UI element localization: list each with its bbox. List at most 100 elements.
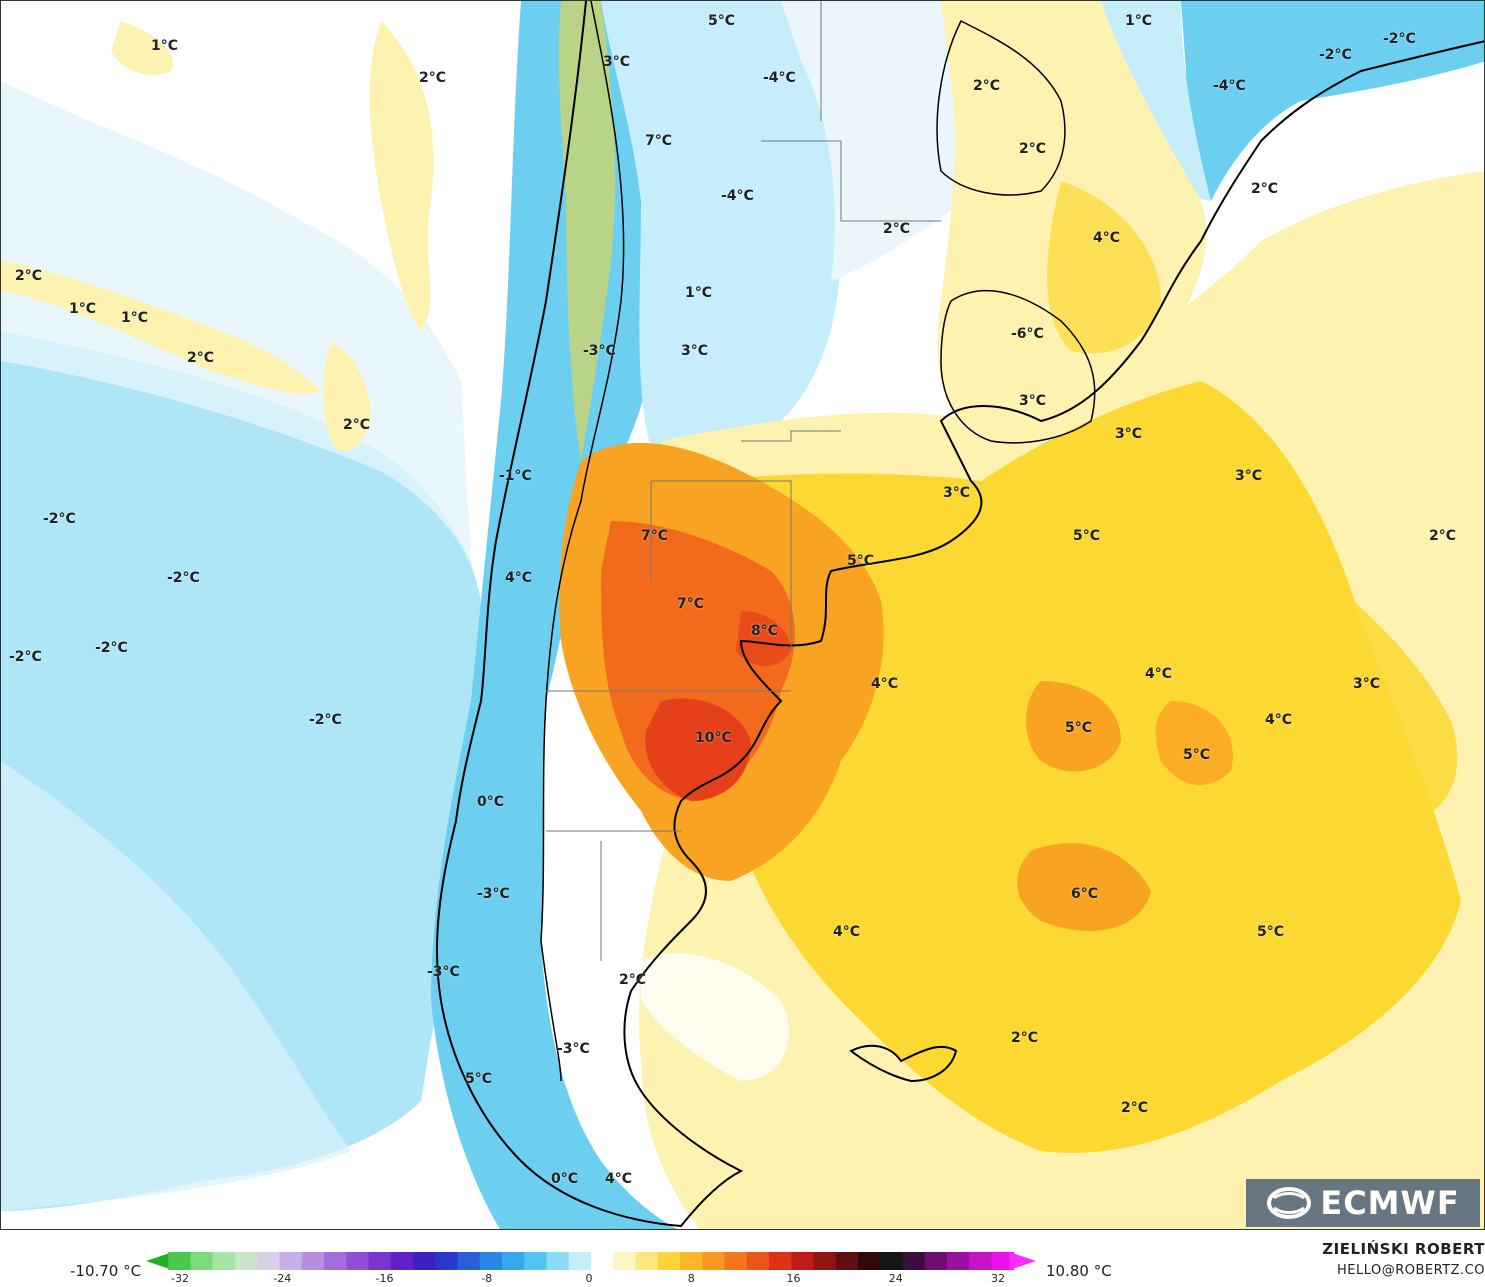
pacific-cool-anomaly <box>1 331 481 601</box>
colorbar-swatch <box>568 1252 592 1270</box>
isotherm-label: 1°C <box>151 38 179 54</box>
colorbar-swatch <box>969 1252 992 1270</box>
colorbar-swatch <box>279 1252 303 1270</box>
colorbar-swatch <box>235 1252 258 1270</box>
author-name: ZIELIŃSKI ROBERT <box>1322 1240 1485 1258</box>
brazil-light-cold <box>1101 1 1211 201</box>
isotherm-label: -4°C <box>763 70 796 86</box>
west-warm-band <box>1 261 321 395</box>
colorbar-swatch <box>791 1252 814 1270</box>
isotherm-label: 2°C <box>419 70 447 86</box>
isotherm-label: 1°C <box>1125 13 1153 29</box>
isotherm-label: 5°C <box>465 1071 493 1087</box>
argentina-red-core-2 <box>736 611 791 666</box>
isotherm-label: -3°C <box>427 964 460 980</box>
colorbar-tick-label: 16 <box>786 1272 801 1285</box>
colorbar-tick-label: 24 <box>888 1272 903 1285</box>
isotherm-label: -2°C <box>9 649 42 665</box>
isotherm-label: 2°C <box>187 350 215 366</box>
colorbar-swatch <box>635 1252 659 1270</box>
colorbar-min-arrow <box>146 1252 173 1270</box>
colorbar-tick-label: -24 <box>273 1272 292 1285</box>
isotherm-label: 3°C <box>1235 468 1263 484</box>
colorbar-swatch <box>502 1252 525 1270</box>
isotherm-label: -1°C <box>499 468 532 484</box>
isotherm-label: 2°C <box>343 417 371 433</box>
andes-light-stripe <box>601 1 841 471</box>
isotherm-label: 4°C <box>505 570 533 586</box>
colorbar-swatch <box>858 1252 881 1270</box>
isotherm-label: 7°C <box>645 133 673 149</box>
colorbar-swatch <box>257 1252 280 1270</box>
colorbar-tick-label: -8 <box>481 1272 493 1285</box>
colorbar-swatch <box>368 1252 392 1270</box>
isotherm-label: 3°C <box>1353 676 1381 692</box>
colorbar-swatch <box>991 1252 1015 1270</box>
isotherm-label: 4°C <box>871 676 899 692</box>
isotherm-label: 2°C <box>1011 1030 1039 1046</box>
mid-warm-patch <box>323 341 371 452</box>
falkland-islands <box>849 1044 958 1083</box>
colorbar-swatch <box>301 1252 325 1270</box>
isotherm-label: 2°C <box>883 221 911 237</box>
ecmwf-emblem-icon <box>1267 1187 1312 1219</box>
colorbar-swatch <box>902 1252 926 1270</box>
isotherm-label: 4°C <box>1093 230 1121 246</box>
colorbar-swatch <box>702 1252 725 1270</box>
colorbar-swatch <box>457 1252 481 1270</box>
colorbar-tick-label: 0 <box>585 1272 593 1285</box>
isotherm-label: -3°C <box>583 343 616 359</box>
isotherm-label: -2°C <box>309 712 342 728</box>
isotherm-label: 3°C <box>681 343 709 359</box>
isotherm-label: -3°C <box>477 886 510 902</box>
isotherm-label: -2°C <box>43 511 76 527</box>
isotherm-label: 4°C <box>605 1171 633 1187</box>
atlantic-orange-core <box>1026 681 1121 772</box>
colorbar-swatch <box>813 1252 837 1270</box>
isotherm-label: -2°C <box>95 640 128 656</box>
isotherm-label: 4°C <box>1265 712 1293 728</box>
isotherm-label: -6°C <box>1011 326 1044 342</box>
colorbar-tick-label: 8 <box>687 1272 695 1285</box>
isotherm-label: 3°C <box>1019 393 1047 409</box>
isotherm-label: 1°C <box>685 285 713 301</box>
isotherm-label: -4°C <box>1213 78 1246 94</box>
isotherm-label: 2°C <box>973 78 1001 94</box>
province-borders <box>546 1 941 961</box>
atlantic-yellow-east <box>1301 561 1458 821</box>
colorbar-swatch <box>680 1252 703 1270</box>
isotherm-label: -4°C <box>721 188 754 204</box>
north-warm-patch <box>369 21 434 331</box>
isotherm-label: 5°C <box>708 13 736 29</box>
scale-max-label: 10.80 °C <box>1046 1262 1112 1280</box>
temperature-anomaly-map <box>1 1 1484 1229</box>
north-pacific-light <box>1 81 471 561</box>
isotherm-label: 6°C <box>1071 886 1099 902</box>
scale-min-label: -10.70 °C <box>70 1262 142 1280</box>
colorbar-tick-label: 32 <box>991 1272 1005 1285</box>
isotherm-label: 10°C <box>695 730 732 746</box>
colorbar-swatch <box>746 1252 770 1270</box>
colorbar-swatch <box>435 1252 458 1270</box>
isotherm-label: 2°C <box>1429 528 1457 544</box>
paraguay-border <box>936 19 1066 196</box>
isotherm-label: 4°C <box>1145 666 1173 682</box>
colorbar-swatch <box>413 1252 436 1270</box>
andes-border <box>540 1 625 1082</box>
colorbar-max-arrow <box>1009 1252 1036 1270</box>
isotherm-label: 5°C <box>847 553 875 569</box>
colorbar-swatch <box>880 1252 903 1270</box>
isotherm-label: 7°C <box>641 528 669 544</box>
south-america-coastline <box>435 1 1484 1228</box>
isotherm-label: 5°C <box>1065 720 1093 736</box>
north-warm-patch-2 <box>111 21 173 75</box>
isotherm-label: 3°C <box>943 485 971 501</box>
author-email: HELLO@ROBERTZ.CO <box>1336 1263 1485 1278</box>
atlantic-orange-se <box>1155 701 1233 785</box>
colorbar-swatch <box>769 1252 792 1270</box>
isotherm-label: 2°C <box>1121 1100 1149 1116</box>
argentina-red-core <box>645 698 751 801</box>
isotherm-label: -2°C <box>1319 47 1352 63</box>
uruguay-border <box>940 289 1096 444</box>
colorbar-swatch <box>190 1252 214 1270</box>
